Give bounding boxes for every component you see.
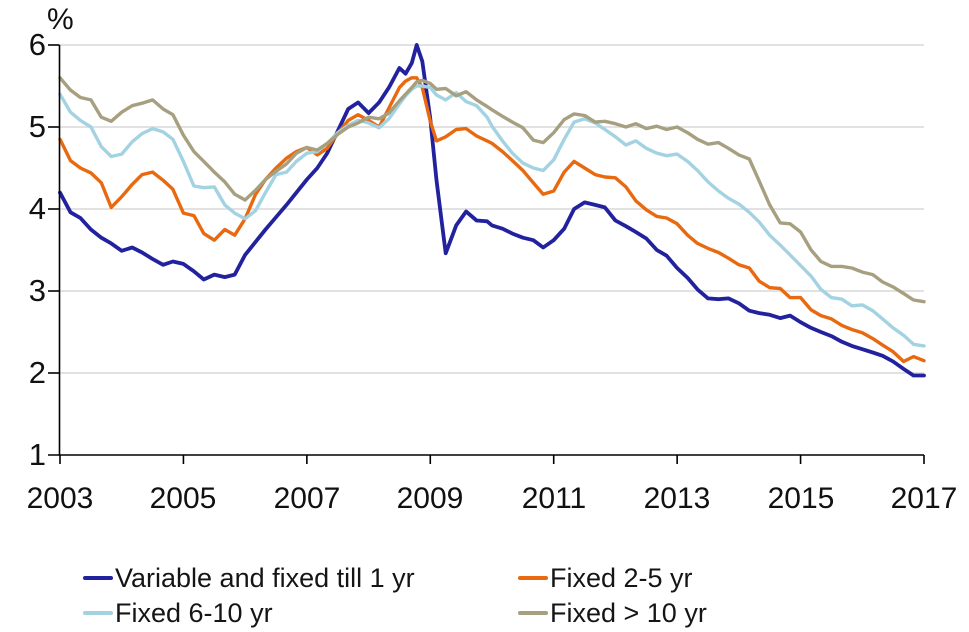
legend-swatch-fixed-6-10yr xyxy=(83,611,113,615)
y-tick-label-6: 6 xyxy=(28,27,46,62)
y-tick-label-4: 4 xyxy=(28,191,46,226)
legend-item-fixed-gt-10yr: Fixed > 10 yr xyxy=(518,597,707,629)
y-tick-label-3: 3 xyxy=(28,273,46,308)
series-line-fixed-6-10-yr xyxy=(58,84,926,348)
plot-area xyxy=(48,43,926,464)
legend-label: Fixed > 10 yr xyxy=(550,597,707,628)
x-tick-label-2013: 2013 xyxy=(643,482,711,515)
legend-swatch-fixed-gt-10yr xyxy=(518,611,548,615)
x-tick-label-2003: 2003 xyxy=(26,482,94,515)
series-line-variable-and-fixed-till-1-yr xyxy=(58,43,926,378)
x-tick-label-2011: 2011 xyxy=(521,482,587,515)
y-tick-label-1: 1 xyxy=(28,437,46,472)
y-tick-label-2: 2 xyxy=(28,355,46,390)
x-tick-label-2005: 2005 xyxy=(149,482,217,515)
y-tick-label-5: 5 xyxy=(28,109,46,144)
x-tick-label-2009: 2009 xyxy=(396,482,464,515)
legend-item-fixed-6-10yr: Fixed 6-10 yr xyxy=(83,597,273,629)
series-lines xyxy=(58,43,926,378)
series-line-fixed-10-yr xyxy=(58,76,926,304)
legend-swatch-variable-fixed-1yr xyxy=(83,576,113,580)
y-axis-ticks xyxy=(48,44,60,374)
axes xyxy=(48,44,925,464)
x-axis-ticks xyxy=(59,455,925,464)
series-line-fixed-2-5-yr xyxy=(58,76,926,364)
x-tick-label-2007: 2007 xyxy=(273,482,341,515)
legend-label: Fixed 2-5 yr xyxy=(550,562,693,593)
legend-item-variable-fixed-1yr: Variable and fixed till 1 yr xyxy=(83,562,415,594)
legend-item-fixed-2-5yr: Fixed 2-5 yr xyxy=(518,562,693,594)
y-axis-unit-label: % xyxy=(47,3,74,36)
x-tick-label-2017: 2017 xyxy=(890,482,958,515)
legend-swatch-fixed-2-5yr xyxy=(518,576,548,580)
gridlines xyxy=(60,44,924,374)
x-tick-label-2015: 2015 xyxy=(767,482,835,515)
legend-label: Fixed 6-10 yr xyxy=(115,597,273,628)
legend-label: Variable and fixed till 1 yr xyxy=(115,562,415,593)
